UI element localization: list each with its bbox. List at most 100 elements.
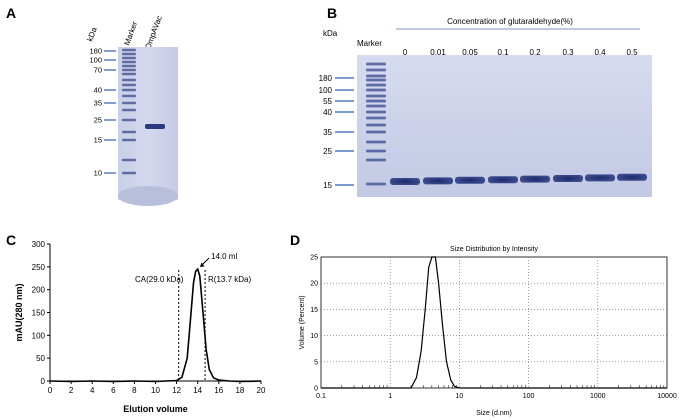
gel-a-marker-band: [122, 52, 136, 56]
conc-label-0.4: 0.4: [594, 48, 606, 57]
panel-a-lane-ompavac: OmpAVac: [143, 14, 164, 50]
c-xtick-label-10: 10: [151, 386, 160, 395]
c-xtick-label-6: 6: [111, 386, 116, 395]
panel-c: C 0 50 100 150 200 250 300 0 2 4 6 8 10 12 14 16 18 20 Elu…: [6, 232, 266, 414]
c-xtick-label-14: 14: [193, 386, 202, 395]
mw-a-label-35: 35: [94, 99, 102, 108]
gel-a-marker-band: [122, 60, 136, 64]
c-ytick-label-250: 250: [32, 263, 46, 272]
c-xtick-label-20: 20: [257, 386, 266, 395]
gel-b-marker-band: [366, 140, 386, 144]
gel-a-ompavac-band: [145, 124, 165, 129]
panel-a-letter: A: [6, 5, 16, 21]
d-ytick-label-20: 20: [310, 281, 318, 288]
mw-b-label-55: 55: [323, 97, 332, 106]
conc-label-0.05: 0.05: [462, 48, 478, 57]
mw-b-label-180: 180: [319, 74, 333, 83]
panel-a-lane-marker: Marker: [122, 20, 139, 47]
gel-a-background: [118, 47, 178, 200]
c-annotation-ca: CA(29.0 kDa): [135, 275, 184, 284]
gel-b-marker-band: [366, 62, 386, 66]
gel-b-band-0: [390, 178, 420, 185]
d-size-distribution-curve: [321, 256, 667, 389]
c-ytick-label-200: 200: [32, 286, 46, 295]
gel-b-sample-bands: [390, 173, 647, 185]
c-xtick-label-16: 16: [214, 386, 223, 395]
conc-label-0.5: 0.5: [626, 48, 638, 57]
gel-b-marker-lane: [366, 62, 386, 186]
d-xtick-label-0.1: 0.1: [316, 393, 326, 400]
mw-a-label-100: 100: [89, 56, 102, 65]
gel-a-marker-lane: [122, 48, 136, 175]
panel-b-unit: kDa: [323, 29, 338, 38]
panel-b-marker-label: Marker: [357, 39, 382, 48]
panel-b: B kDa Marker Concentration of glutaralde…: [319, 5, 652, 197]
c-xtick-label-4: 4: [90, 386, 95, 395]
panel-b-concentration-labels: 0 0.01 0.05 0.1 0.2 0.3 0.4 0.5: [403, 48, 638, 57]
mw-a-label-10: 10: [94, 169, 102, 178]
c-xtick-label-2: 2: [69, 386, 74, 395]
c-ylabel: mAU(280 nm): [14, 283, 24, 341]
c-elution-curve: [49, 267, 262, 383]
panel-c-chart: 0 50 100 150 200 250 300 0 2 4 6 8 10 12 14 16 18 20 Eluti…: [14, 240, 266, 414]
panel-b-letter: B: [327, 5, 337, 21]
c-xtick-label-18: 18: [235, 386, 244, 395]
gel-b-marker-band: [366, 123, 386, 127]
panel-d-chart: Size Distribution by Intensity 0 5 10 15 20 25…: [299, 246, 677, 417]
gel-b-band-0.5: [617, 173, 647, 181]
c-xtick-label-0: 0: [48, 386, 53, 395]
gel-b-marker-band: [366, 104, 386, 108]
mw-a-label-15: 15: [94, 136, 102, 145]
panel-d-letter: D: [290, 232, 300, 248]
gel-a-marker-band: [122, 64, 136, 68]
c-annotation-peak: 14.0 ml: [211, 252, 237, 261]
c-xtick-label-8: 8: [132, 386, 137, 395]
mw-b-label-25: 25: [323, 147, 332, 156]
gel-a-marker-band: [122, 130, 136, 134]
gel-b-marker-band: [366, 158, 386, 162]
gel-b-marker-band: [366, 149, 386, 153]
gel-b-band-0.2: [520, 175, 550, 183]
conc-label-0.2: 0.2: [529, 48, 541, 57]
c-ytick-label-150: 150: [32, 309, 46, 318]
mw-a-label-25: 25: [94, 116, 102, 125]
gel-b-band-0.3: [553, 175, 583, 182]
gel-b-band-0.4: [585, 174, 615, 182]
gel-b-marker-band: [366, 99, 386, 103]
gel-b-background: [357, 55, 652, 197]
gel-a-marker-band: [122, 88, 136, 92]
panel-a-unit: kDa: [85, 26, 99, 43]
gel-b-marker-band: [366, 94, 386, 98]
d-xlabel: Size (d.nm): [476, 410, 512, 417]
c-ytick-label-0: 0: [41, 377, 46, 386]
gel-b-marker-band: [366, 182, 386, 186]
gel-a-marker-band: [122, 94, 136, 98]
mw-b-label-15: 15: [323, 181, 332, 190]
gel-a-marker-band: [122, 48, 136, 52]
c-xtick-label-12: 12: [172, 386, 181, 395]
conc-label-0.01: 0.01: [430, 48, 446, 57]
gel-a-marker-band: [122, 158, 136, 162]
conc-label-0: 0: [403, 48, 408, 57]
gel-b-band-0.1: [488, 176, 518, 184]
gel-b-marker-band: [366, 88, 386, 92]
d-xtick-label-10000: 10000: [657, 393, 677, 400]
gel-a-marker-band: [122, 68, 136, 72]
conc-label-0.3: 0.3: [562, 48, 574, 57]
c-ytick-label-50: 50: [36, 354, 45, 363]
gel-b-marker-band: [366, 130, 386, 134]
d-xtick-label-1000: 1000: [590, 393, 606, 400]
gel-b-marker-band: [366, 74, 386, 78]
panel-c-letter: C: [6, 232, 16, 248]
d-title: Size Distribution by Intensity: [450, 246, 538, 253]
mw-a-label-40: 40: [94, 86, 102, 95]
d-ytick-label-15: 15: [310, 307, 318, 314]
gel-a-marker-band: [122, 138, 136, 142]
d-xtick-label-1: 1: [388, 393, 392, 400]
mw-b-label-40: 40: [323, 108, 332, 117]
gel-a-marker-band: [122, 101, 136, 105]
gel-b-marker-band: [366, 78, 386, 82]
